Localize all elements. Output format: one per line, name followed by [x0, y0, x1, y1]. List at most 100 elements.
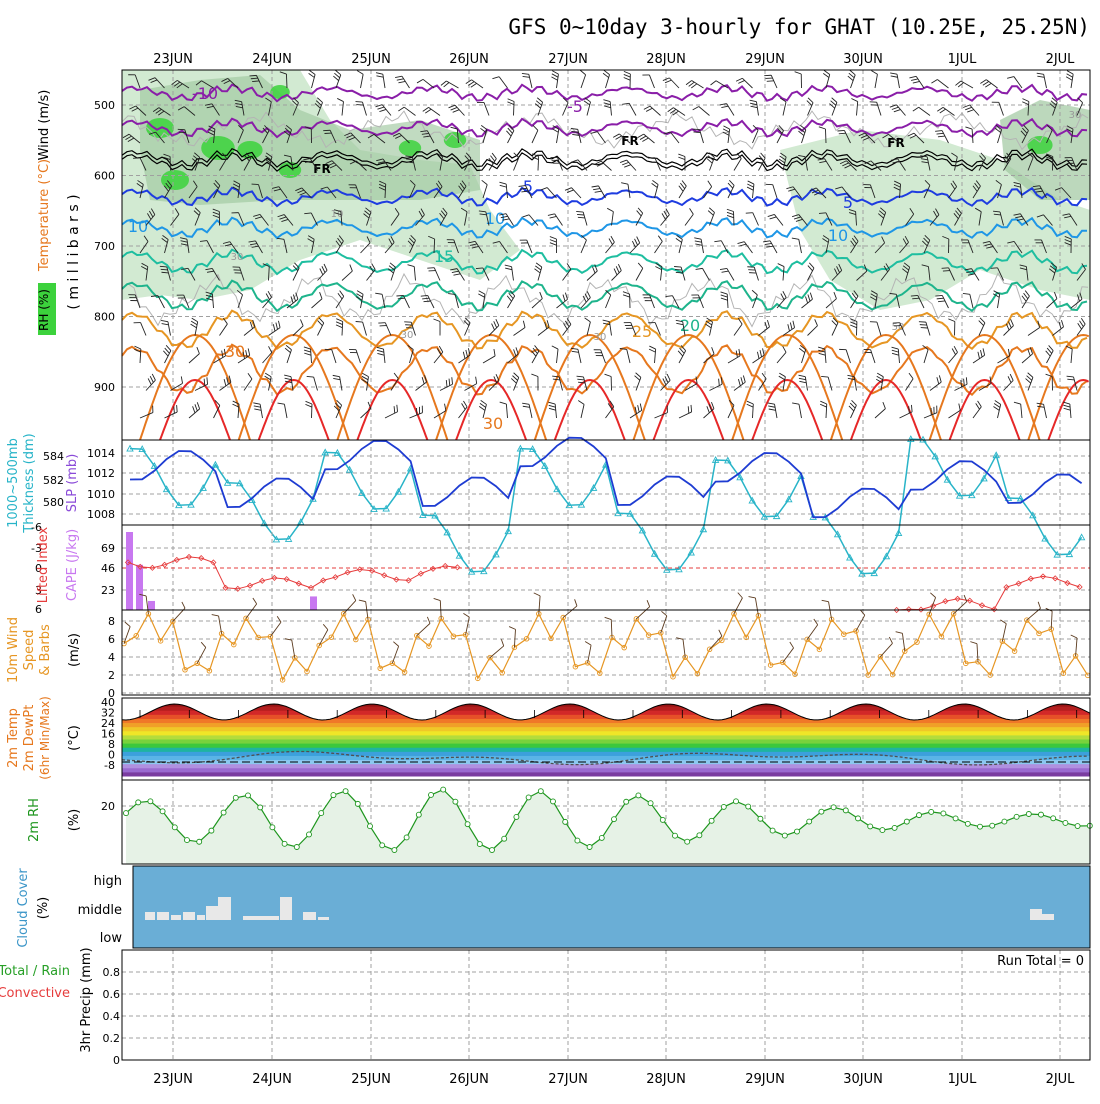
- tick-label: 0.2: [103, 1032, 121, 1045]
- barb-flag: [523, 406, 530, 407]
- tick-label: 2: [108, 669, 115, 682]
- barb-flag: [253, 403, 260, 404]
- wind-barb: [747, 181, 754, 198]
- rh2m-marker: [673, 833, 678, 838]
- wind-barb: [333, 375, 342, 390]
- barb-flag: [496, 374, 499, 380]
- barb-flag: [534, 593, 540, 596]
- barb-flag: [966, 377, 967, 384]
- barb-flag: [534, 269, 540, 273]
- wind-barb: [1004, 319, 1014, 335]
- rh2m-marker: [770, 828, 775, 833]
- wind-barb: [723, 126, 730, 143]
- barb-flag: [1028, 349, 1030, 356]
- contour-label: 30: [401, 330, 414, 341]
- wind-barb: [356, 102, 367, 116]
- barb-flag: [535, 266, 541, 270]
- barb-staff: [924, 413, 937, 418]
- barb-flag: [284, 375, 291, 377]
- wind-barb: [304, 347, 312, 363]
- barb-flag: [1067, 376, 1074, 377]
- wind-barb: [232, 401, 239, 418]
- barb-flag: [161, 320, 168, 321]
- wind-barb: [477, 102, 489, 115]
- barb-staff: [759, 327, 770, 336]
- barb-flag: [201, 642, 206, 647]
- barb-flag: [522, 403, 529, 404]
- rh2m-marker: [441, 787, 446, 792]
- barb-flag: [593, 189, 600, 190]
- barb-flag: [1063, 405, 1070, 407]
- barb-flag: [783, 346, 786, 352]
- barb-flag: [783, 291, 786, 297]
- day-label-top: 30JUN: [843, 52, 883, 67]
- barb-flag: [790, 323, 792, 330]
- barb-flag: [125, 622, 130, 627]
- barb-staff: [774, 214, 783, 225]
- barb-flag: [778, 264, 784, 267]
- barb-flag: [478, 294, 484, 297]
- barb-flag: [300, 319, 303, 325]
- wind-barb: [189, 402, 200, 418]
- barb-flag: [476, 377, 477, 384]
- rh2m-marker: [233, 795, 238, 800]
- rh2m-marker: [648, 801, 653, 806]
- wind-barb: [892, 347, 900, 363]
- contour-label: FR: [621, 134, 638, 148]
- barb-flag: [207, 377, 208, 384]
- barb-staff: [555, 214, 563, 226]
- wind-barb: [293, 263, 299, 281]
- day-label-bottom: 1JUL: [948, 1072, 978, 1087]
- contour-label: 15: [434, 247, 454, 266]
- wind-barb: [466, 80, 483, 88]
- barb-flag: [980, 350, 982, 357]
- barb-flag: [585, 294, 588, 300]
- barb-flag: [877, 373, 883, 377]
- barb-flag: [823, 73, 829, 77]
- barb-staff: [986, 80, 997, 88]
- rh2m-marker: [209, 828, 214, 833]
- wind-barb: [652, 180, 658, 198]
- tick-label: 1014: [87, 447, 115, 460]
- temp-band: [122, 755, 1090, 760]
- barb-flag: [931, 79, 937, 83]
- wind-barb: [980, 80, 997, 88]
- wind-barb: [674, 267, 685, 281]
- barb-flag: [994, 403, 1000, 407]
- day-label-top: 23JUN: [153, 52, 193, 67]
- barb-flag: [727, 209, 734, 211]
- wind-barb: [385, 405, 398, 418]
- cloud-bar: [197, 915, 205, 920]
- barb-flag: [522, 73, 529, 74]
- wind-barb: [578, 400, 584, 418]
- barb-flag: [822, 600, 829, 601]
- temp-band: [122, 743, 1090, 748]
- barb-staff: [423, 79, 434, 88]
- barb-staff: [924, 350, 928, 363]
- barb-flag: [248, 348, 250, 355]
- cloud-level-middle: middle: [78, 903, 122, 918]
- rh2m-marker: [941, 811, 946, 816]
- day-label-top: 25JUN: [351, 52, 391, 67]
- day-label-top: 24JUN: [252, 52, 292, 67]
- barb-staff: [414, 267, 415, 281]
- axis-label-thickness: Thickness (dm): [22, 433, 37, 533]
- wind-barb: [1063, 402, 1071, 418]
- barb-flag: [676, 272, 683, 273]
- barb-staff: [434, 352, 443, 363]
- wind-barb: [849, 400, 856, 418]
- barb-flag: [551, 77, 557, 80]
- wind-barb: [237, 290, 242, 308]
- barb-flag: [938, 136, 945, 137]
- barb-flag: [767, 320, 769, 327]
- wind-barb: [749, 597, 759, 616]
- temp-band: [122, 731, 1090, 736]
- barb-flag: [309, 73, 315, 77]
- wind-barb: [244, 320, 255, 335]
- barb-flag: [266, 294, 269, 300]
- barb-flag: [640, 136, 646, 139]
- tick-label: 1010: [87, 488, 115, 501]
- rh2m-marker: [660, 817, 665, 822]
